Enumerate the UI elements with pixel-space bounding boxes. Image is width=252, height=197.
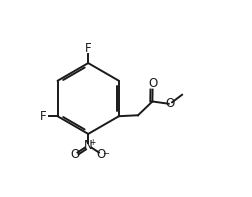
Text: +: +	[89, 138, 95, 147]
Text: $\mathregular{N}$: $\mathregular{N}$	[83, 139, 93, 152]
Text: O: O	[147, 77, 156, 90]
Text: F: F	[85, 42, 91, 55]
Text: O: O	[165, 97, 174, 110]
Text: $-$: $-$	[102, 147, 110, 156]
Text: O: O	[96, 148, 105, 161]
Text: F: F	[39, 110, 46, 123]
Text: O: O	[70, 148, 79, 161]
